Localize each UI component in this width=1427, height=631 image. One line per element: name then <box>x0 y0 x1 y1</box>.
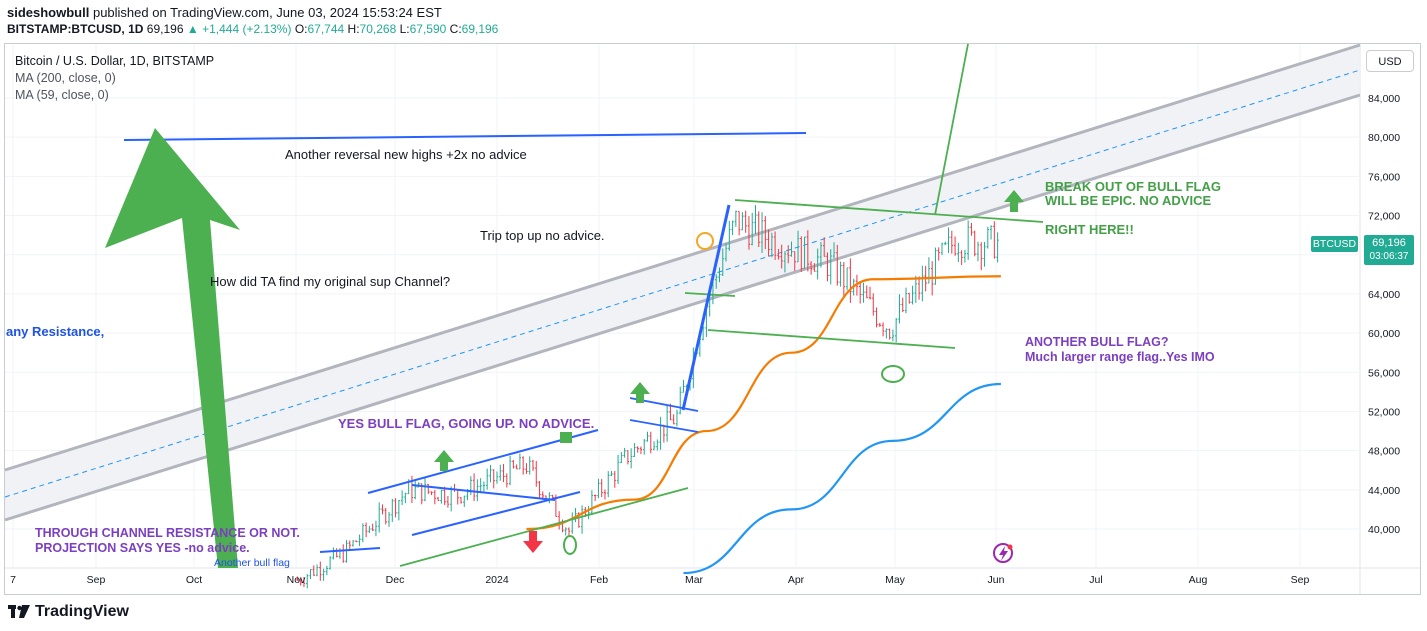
ma59-line <box>526 275 1001 531</box>
publish-header: sideshowbull published on TradingView.co… <box>7 5 442 20</box>
support-line-green <box>399 487 689 567</box>
flag1-lower <box>411 491 581 536</box>
price-tick-label: 56,000 <box>1368 367 1400 379</box>
small-flag-top <box>319 547 381 553</box>
annot-breakout-2: WILL BE EPIC. NO ADVICE <box>1045 193 1211 208</box>
price-tick-label: 52,000 <box>1368 406 1400 418</box>
tradingview-logo-icon <box>8 605 30 618</box>
price-axis[interactable]: 40,000 44,000 48,000 52,000 56,000 60,000 64,0… <box>1368 93 1400 536</box>
annot-resistance: any Resistance, <box>6 324 104 339</box>
flag2-bottom <box>629 419 699 433</box>
open-value: 67,744 <box>307 22 345 36</box>
low-label: L: <box>399 22 410 36</box>
last-price-tag: 69,196 03:06:37 <box>1364 235 1414 265</box>
ma200-line <box>683 382 1001 575</box>
time-tick-label: 2024 <box>485 574 509 586</box>
high-level-line <box>123 132 807 141</box>
time-tick-label: Jun <box>988 574 1005 586</box>
flag1-mid <box>411 484 556 501</box>
up-arrow-icon <box>434 450 454 471</box>
channel-midline <box>4 69 1361 498</box>
annot-through-channel-2: PROJECTION SAYS YES -no advice. <box>35 541 250 555</box>
bar-countdown: 03:06:37 <box>1369 251 1409 262</box>
annot-bull-flag-up: YES BULL FLAG, GOING UP. NO ADVICE. <box>338 416 594 431</box>
breakout-projection <box>934 43 969 216</box>
close-label: C: <box>449 22 462 36</box>
publisher-name[interactable]: sideshowbull <box>7 5 90 20</box>
bull-flag-top <box>734 199 1044 223</box>
annot-reversal: Another reversal new highs +2x no advice <box>285 147 527 162</box>
price-tick-label: 80,000 <box>1368 132 1400 144</box>
last-price-value: 69,196 <box>1372 237 1406 249</box>
last-price: 69,196 <box>146 22 184 36</box>
price-tick-label: 60,000 <box>1368 328 1400 340</box>
chart-legend: Bitcoin / U.S. Dollar, 1D, BITSTAMP MA (… <box>15 53 214 104</box>
up-arrow-icon: ▲ <box>186 22 199 36</box>
time-axis[interactable]: 7 Sep Oct Nov Dec 2024 Feb Mar Apr May Jun Jul Aug Se… <box>10 574 1309 586</box>
price-tick-label: 76,000 <box>1368 171 1400 183</box>
channel-lower-line <box>4 93 1361 522</box>
legend-title: Bitcoin / U.S. Dollar, 1D, BITSTAMP <box>15 54 215 68</box>
time-tick-label: Sep <box>87 574 106 586</box>
symbol-ohlc-line: BITSTAMP:BTCUSD, 1D 69,196 ▲ +1,444 (+2.… <box>7 22 498 36</box>
time-tick-label: Dec <box>386 574 405 586</box>
time-tick-label: 7 <box>10 574 16 586</box>
price-change: +1,444 (+2.13%) <box>202 22 292 36</box>
bull-flag-bottom <box>707 329 956 349</box>
close-value: 69,196 <box>461 22 499 36</box>
up-arrow-icon <box>630 382 650 403</box>
time-tick-label: Sep <box>1291 574 1310 586</box>
down-arrow-icon <box>523 531 543 553</box>
low-value: 67,590 <box>409 22 447 36</box>
channel-upper-line <box>4 43 1361 472</box>
time-tick-label: Oct <box>186 574 202 586</box>
price-tick-label: 72,000 <box>1368 211 1400 223</box>
price-tick-label: 84,000 <box>1368 93 1400 105</box>
time-tick-label: Apr <box>788 574 805 586</box>
channel-fill <box>5 45 1360 520</box>
price-tick-label: 44,000 <box>1368 485 1400 497</box>
annot-another-flag-1: ANOTHER BULL FLAG? <box>1025 335 1169 349</box>
symbol-price-tag: BTCUSD <box>1311 236 1358 252</box>
legend-ma59[interactable]: MA (59, close, 0) <box>15 88 109 102</box>
annot-breakout-1: BREAK OUT OF BULL FLAG <box>1045 179 1221 194</box>
price-tick-label: 40,000 <box>1368 524 1400 536</box>
time-tick-label: Aug <box>1189 574 1208 586</box>
open-label: O: <box>294 22 308 36</box>
triple-top-circle <box>696 232 714 250</box>
legend-ma200[interactable]: MA (200, close, 0) <box>15 71 116 85</box>
time-tick-label: Feb <box>590 574 608 586</box>
jan-low-circle <box>563 535 577 555</box>
high-label: H: <box>347 22 360 36</box>
high-value: 70,268 <box>359 22 397 36</box>
annot-how-did-ta: How did TA find my original sup Channel? <box>210 274 450 289</box>
price-tick-label: 48,000 <box>1368 446 1400 458</box>
annot-small-flag: Another bull flag <box>214 557 290 569</box>
pole-line <box>681 204 731 411</box>
time-tick-label: May <box>885 574 906 586</box>
flag1-upper <box>367 429 599 494</box>
big-up-arrow-icon <box>105 128 240 568</box>
lightning-icon[interactable] <box>993 543 1013 563</box>
time-tick-label: Nov <box>287 574 306 586</box>
up-arrow-icon <box>1004 190 1024 212</box>
time-tick-label: Mar <box>685 574 704 586</box>
up-arrow-icon <box>560 432 572 443</box>
symbol-interval: BITSTAMP:BTCUSD, 1D <box>7 22 144 36</box>
currency-button[interactable]: USD <box>1366 50 1414 72</box>
publish-info: published on TradingView.com, June 03, 2… <box>92 5 442 20</box>
time-tick-label: Jul <box>1089 574 1102 586</box>
annot-through-channel-1: THROUGH CHANNEL RESISTANCE OR NOT. <box>35 526 300 540</box>
chart-frame <box>4 43 1421 595</box>
price-tick-label: 64,000 <box>1368 289 1400 301</box>
tradingview-footer[interactable]: TradingView <box>8 603 129 621</box>
annot-right-here: RIGHT HERE!! <box>1045 222 1134 237</box>
annot-trip-top: Trip top up no advice. <box>480 228 605 243</box>
tradingview-brand: TradingView <box>35 603 129 620</box>
low-circle <box>881 365 905 383</box>
annot-another-flag-2: Much larger range flag..Yes IMO <box>1025 350 1215 364</box>
